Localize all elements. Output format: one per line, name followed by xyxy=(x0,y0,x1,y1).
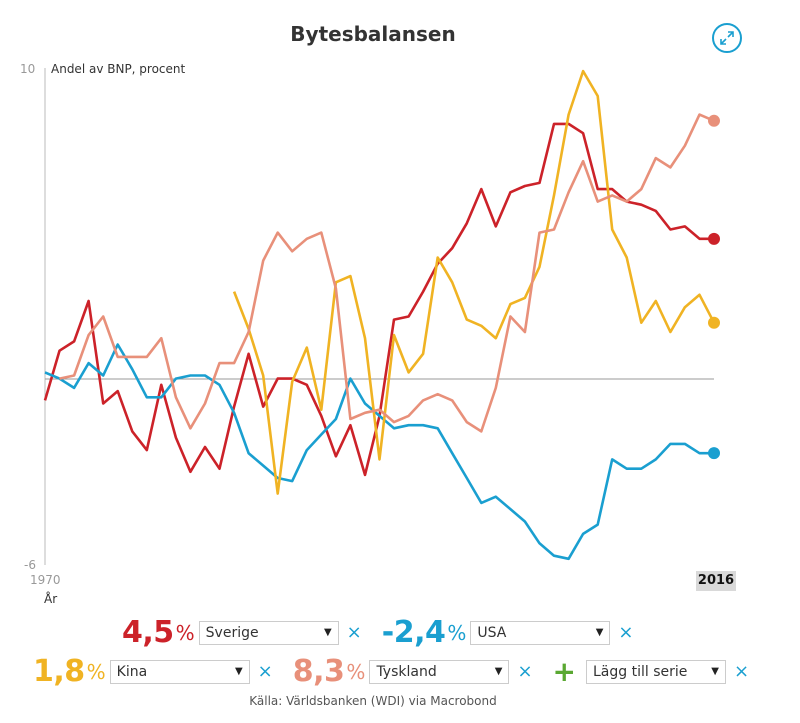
add-series-select[interactable]: Lägg till serie ▼ xyxy=(586,659,726,684)
tyskland-unit: % xyxy=(346,659,366,684)
sverige-value: 4,5 xyxy=(122,615,174,650)
chevron-down-icon: ▼ xyxy=(711,666,719,677)
chevron-down-icon: ▼ xyxy=(494,666,503,677)
series-line-tyskland xyxy=(59,113,715,433)
sverige-unit: % xyxy=(175,620,195,645)
tyskland-country-select[interactable]: Tyskland ▼ xyxy=(369,659,510,684)
sverige-country-select[interactable]: Sverige ▼ xyxy=(198,620,339,645)
y-tick-top: 10 xyxy=(20,62,35,76)
chevron-down-icon: ▼ xyxy=(234,666,243,677)
tyskland-remove-icon[interactable]: × xyxy=(517,660,533,682)
usa-value: -2,4 xyxy=(381,615,446,650)
add-series-plus-icon[interactable]: + xyxy=(552,654,576,688)
x-axis-label: År xyxy=(44,592,58,606)
y-axis-label: Andel av BNP, procent xyxy=(51,62,186,76)
legend-row-1: 4,5 % Sverige ▼ × -2,4 % USA ▼ × xyxy=(122,615,633,650)
source-note: Källa: Världsbanken (WDI) via Macrobond xyxy=(249,694,497,708)
series-endpoint-tyskland xyxy=(708,114,720,127)
line-chart: 10 -6 Andel av BNP, procent xyxy=(20,62,720,572)
series-endpoint-sverige xyxy=(708,232,720,245)
x-tick-start: 1970 xyxy=(30,573,61,587)
chevron-down-icon: ▼ xyxy=(595,627,604,638)
expand-button[interactable] xyxy=(712,23,742,53)
series-line-usa xyxy=(44,343,714,561)
x-tick-end: 2016 xyxy=(696,571,736,591)
sverige-country-label: Sverige xyxy=(205,624,259,641)
add-series-label: Lägg till serie xyxy=(593,663,688,680)
sverige-remove-icon[interactable]: × xyxy=(346,621,362,643)
series-line-sverige xyxy=(43,122,714,477)
add-series-remove-icon[interactable]: × xyxy=(734,660,750,682)
legend-row-2: 1,8 % Kina ▼ × 8,3 % Tyskland ▼ × + Lägg… xyxy=(33,654,749,689)
usa-unit: % xyxy=(447,620,467,645)
series-endpoint-kina xyxy=(708,316,720,329)
expand-arrows-icon xyxy=(720,31,734,45)
usa-country-label: USA xyxy=(477,624,507,641)
series-line-kina xyxy=(232,69,716,495)
kina-country-select[interactable]: Kina ▼ xyxy=(109,659,250,684)
series-layer xyxy=(43,69,720,561)
chart-title: Bytesbalansen xyxy=(290,22,456,46)
usa-remove-icon[interactable]: × xyxy=(618,621,634,643)
kina-remove-icon[interactable]: × xyxy=(257,660,273,682)
y-tick-bottom: -6 xyxy=(24,558,36,572)
kina-unit: % xyxy=(86,659,106,684)
kina-value: 1,8 xyxy=(33,654,85,689)
chevron-down-icon: ▼ xyxy=(323,627,332,638)
tyskland-country-label: Tyskland xyxy=(376,663,437,680)
tyskland-value: 8,3 xyxy=(292,654,345,689)
series-endpoint-usa xyxy=(708,447,720,460)
kina-country-label: Kina xyxy=(116,663,148,680)
usa-country-select[interactable]: USA ▼ xyxy=(470,620,611,645)
